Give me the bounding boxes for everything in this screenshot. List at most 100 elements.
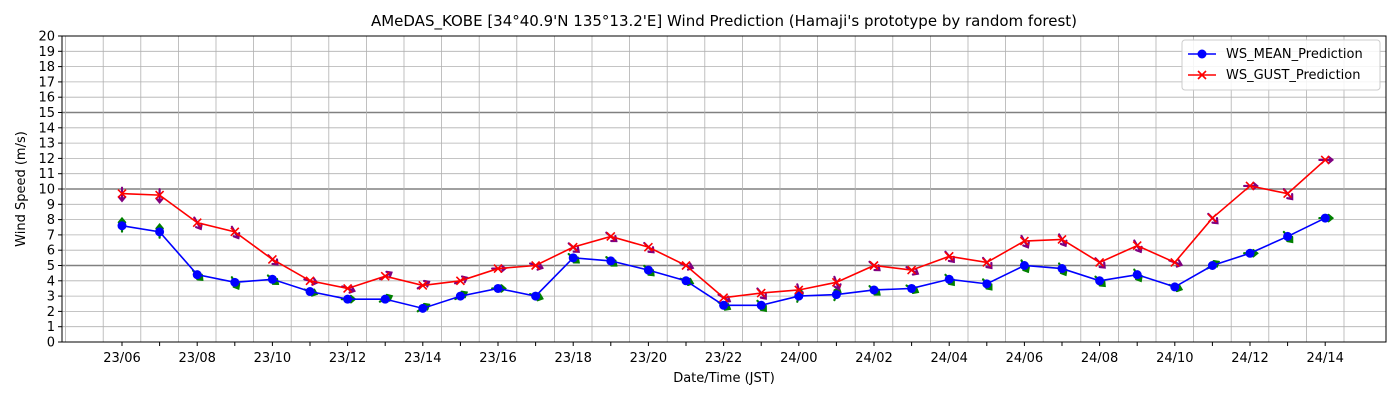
mean-data-point [455,291,465,301]
gust-data-point [117,189,127,199]
gust-data-point [568,242,578,252]
y-axis-label: Wind Speed (m/s) [14,131,29,247]
gust-data-point [982,257,992,268]
gust-data-point [606,231,616,241]
mean-data-point [982,279,992,289]
y-tick-label: 14 [38,121,55,136]
gust-data-point [493,263,503,274]
gust-data-point [305,276,315,286]
y-tick-label: 13 [38,137,55,152]
mean-data-point [230,277,240,287]
mean-data-point [1170,282,1180,292]
mean-data-point [1207,261,1217,270]
x-tick-label: 23/18 [554,351,591,366]
mean-data-point [380,294,390,304]
gust-data-point [944,251,954,261]
mean-data-point [1019,261,1029,270]
gust-data-point [455,276,465,286]
mean-data-point [155,227,165,237]
y-tick-label: 5 [47,259,55,274]
y-tick-label: 19 [38,45,55,60]
mean-data-point [831,290,841,300]
y-tick-label: 11 [38,167,55,182]
legend: WS_MEAN_Prediction WS_GUST_Prediction [1181,39,1381,91]
x-tick-label: 23/22 [705,351,742,366]
y-tick-label: 15 [38,106,55,121]
x-tick-label: 24/14 [1306,351,1343,366]
mean-data-point [192,270,202,280]
gust-data-point [643,242,653,252]
x-tick-label: 24/02 [855,351,892,366]
mean-data-point [1320,213,1330,223]
mean-data-point [117,221,127,231]
gust-data-point [1019,236,1029,246]
mean-data-point [907,283,917,293]
x-tick-label: 23/12 [329,351,366,366]
gust-data-point [1207,213,1217,223]
gust-data-point [1283,189,1293,199]
gust-data-point [1095,257,1105,268]
y-tick-label: 7 [47,228,55,243]
y-tick-label: 2 [47,305,55,320]
x-tick-label: 24/12 [1231,351,1268,366]
gust-data-point [831,277,841,287]
mean-data-point [1132,270,1142,280]
y-tick-label: 12 [38,152,55,167]
mean-data-point [1245,248,1255,258]
y-tick-label: 4 [47,274,55,289]
mean-data-point [568,253,578,263]
mean-data-point [1095,276,1105,286]
mean-data-point [944,274,954,284]
gust-data-point [907,265,917,275]
gust-data-point [418,280,428,290]
legend-gust-marker [1197,70,1207,80]
legend-mean-marker [1197,49,1207,59]
grid-lines [62,35,1386,343]
mean-data-point [493,283,503,293]
gust-data-point [267,254,277,264]
gust-data-point [681,260,691,271]
x-axis-label: Date/Time (JST) [673,371,775,386]
gust-data-point [230,227,240,237]
y-tick-label: 0 [47,336,55,351]
gust-data-point [756,288,766,298]
x-tick-label: 24/00 [780,351,817,366]
gust-data-point [1245,181,1255,191]
x-tick-label: 23/08 [178,351,215,366]
x-tick-label: 23/16 [479,351,516,366]
gust-data-point [1320,155,1330,165]
y-tick-label: 20 [38,30,55,45]
mean-data-point [305,287,315,297]
y-tick-label: 1 [47,320,55,335]
x-tick-label: 24/08 [1081,351,1118,366]
legend-gust-label: WS_GUST_Prediction [1226,68,1360,83]
x-tick-label: 24/06 [1006,351,1043,366]
mean-data-point [343,294,353,304]
mean-data-point [531,291,541,301]
series-lines [117,155,1330,313]
gust-data-point [719,293,729,303]
x-tick-label: 23/06 [103,351,140,366]
chart-title: AMeDAS_KOBE [34°40.9'N 135°13.2'E] Wind … [371,12,1077,31]
y-tick-label: 10 [38,183,55,198]
x-tick-label: 24/04 [930,351,967,366]
legend-mean-label: WS_MEAN_Prediction [1226,47,1363,62]
mean-data-point [606,256,616,266]
x-tick-label: 23/10 [254,351,291,366]
gust-data-point [1170,257,1180,268]
gust-data-point [343,283,353,294]
gust-data-point [1132,241,1142,251]
mean-data-point [719,300,729,310]
gust-data-point [192,218,202,228]
x-tick-label: 23/20 [630,351,667,366]
x-tick-label: 24/10 [1156,351,1193,366]
y-tick-label: 6 [47,244,55,259]
y-tick-label: 16 [38,91,55,106]
gust-data-point [794,285,804,295]
mean-data-point [643,265,653,275]
mean-data-point [418,303,428,313]
y-tick-label: 8 [47,213,55,228]
y-tick-label: 18 [38,60,55,75]
